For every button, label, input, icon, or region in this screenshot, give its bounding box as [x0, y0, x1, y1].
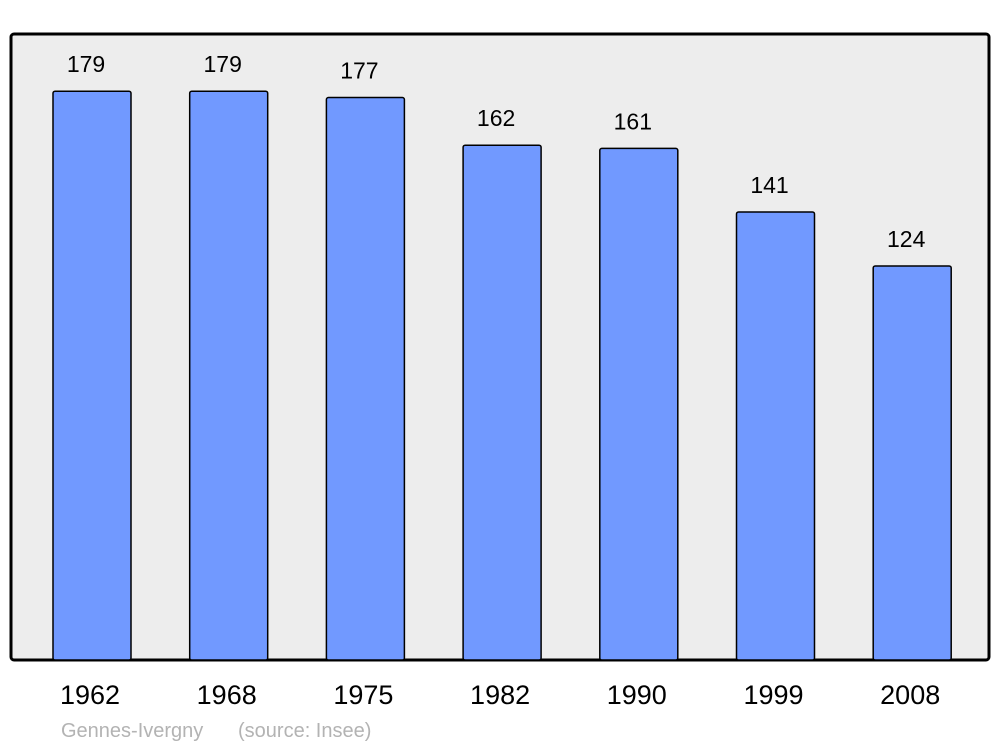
x-tick-label-1962: 1962 [60, 680, 120, 710]
data-label-1982: 162 [477, 105, 515, 131]
data-label-1962: 179 [67, 51, 105, 77]
bar-1975 [325, 96, 406, 661]
footer-source: (source: Insee) [238, 720, 371, 742]
x-tick-label-1982: 1982 [470, 680, 530, 710]
data-label-1968: 179 [204, 51, 242, 77]
x-tick-label-1968: 1968 [197, 680, 257, 710]
x-tick-label-1975: 1975 [333, 680, 393, 710]
bar-1982 [462, 144, 542, 661]
x-tick-label-1990: 1990 [607, 680, 667, 710]
bar-1968 [188, 90, 269, 661]
x-tick-label-1999: 1999 [743, 680, 803, 710]
bar-2008 [872, 265, 952, 661]
footer-place: Gennes-Ivergny [61, 720, 203, 742]
bar-1962 [52, 90, 132, 661]
data-label-1990: 161 [614, 108, 652, 134]
bar-1990 [599, 147, 679, 661]
bar-1999 [735, 211, 816, 661]
x-tick-label-2008: 2008 [880, 680, 940, 710]
data-label-2008: 124 [887, 226, 926, 252]
data-label-1975: 177 [340, 58, 378, 84]
data-label-1999: 141 [750, 172, 788, 198]
